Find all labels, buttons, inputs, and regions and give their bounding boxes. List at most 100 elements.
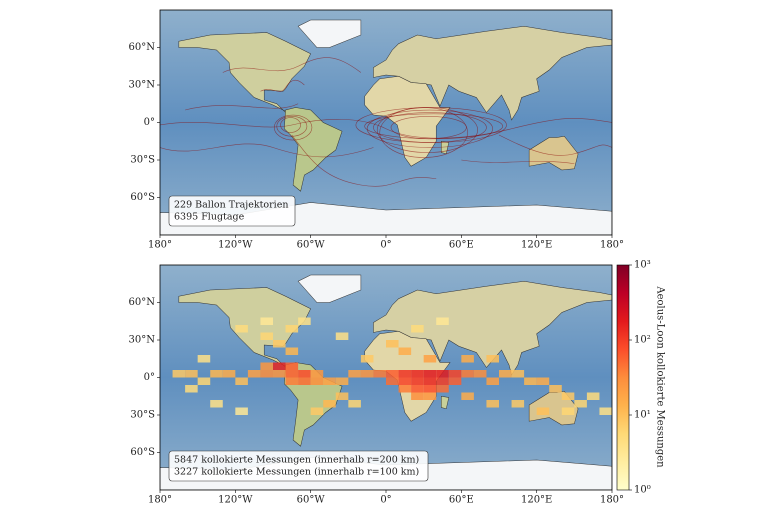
- heatmap-cell: [448, 370, 462, 378]
- x-tick-label: 0°: [380, 495, 391, 506]
- heatmap-cell: [235, 377, 248, 385]
- colorbar-scale: [616, 264, 630, 491]
- x-tick-label: 120°W: [218, 240, 253, 251]
- y-tick-label: 60°N: [129, 297, 156, 308]
- heatmap-cell: [172, 370, 186, 378]
- heatmap-cell: [310, 407, 324, 415]
- colorbar-tick-label: 10¹: [634, 410, 651, 421]
- x-tick-label: 60°E: [449, 240, 474, 251]
- heatmap-cell: [461, 355, 474, 363]
- heatmap-cell: [549, 385, 562, 393]
- land: [159, 19, 613, 235]
- x-tick-label: 0°: [380, 240, 391, 251]
- colorbar-tick-label: 10³: [634, 260, 651, 271]
- y-tick-label: 30°S: [130, 410, 155, 421]
- heatmap-cell: [247, 370, 261, 378]
- heatmap-cell: [423, 377, 437, 385]
- x-tick-label: 60°W: [297, 495, 326, 506]
- heatmap-cell: [499, 370, 512, 378]
- heatmap-cell: [235, 325, 248, 333]
- x-tick-label: 120°E: [521, 495, 552, 506]
- heatmap-cell: [436, 377, 449, 385]
- heatmap-cell: [335, 392, 349, 400]
- heatmap-cell: [310, 377, 324, 385]
- heatmap-cell: [511, 400, 525, 408]
- heatmap-cell: [486, 377, 499, 385]
- trajectory-map: 229 Ballon Trajektorien 6395 Flugtage: [159, 9, 613, 236]
- heatmap-cell: [210, 400, 223, 408]
- heatmap-cell: [348, 370, 361, 378]
- heatmap-cell: [436, 370, 449, 378]
- heatmap-cell: [398, 370, 412, 378]
- y-tick-label: 60°N: [129, 42, 156, 53]
- annotation: 3227 kollokierte Messungen (innerhalb r=…: [174, 467, 419, 478]
- heatmap-cell: [323, 400, 336, 408]
- heatmap-cell: [222, 370, 236, 378]
- y-tick-label: 30°S: [130, 155, 155, 166]
- heatmap-cell: [185, 370, 198, 378]
- heatmap-cell: [285, 347, 299, 355]
- heatmap-cell: [260, 362, 273, 370]
- heatmap-cell: [599, 407, 612, 415]
- heatmap-cell: [323, 377, 336, 385]
- heatmap-cell: [511, 370, 525, 378]
- x-tick-label: 120°E: [521, 240, 552, 251]
- heatmap-cell: [461, 392, 474, 400]
- x-tick-label: 180°: [148, 240, 172, 251]
- colorbar-label: Aeolus-Loon kollokierte Messungen: [655, 285, 666, 468]
- y-tick-label: 60°S: [130, 192, 155, 203]
- y-tick-label: 30°N: [129, 335, 156, 346]
- heatmap-cell: [411, 325, 424, 333]
- heatmap: [172, 317, 612, 415]
- colorbar: Aeolus-Loon kollokierte Messungen: [616, 264, 666, 491]
- x-tick-label: 180°: [148, 495, 172, 506]
- heatmap-cell: [335, 332, 349, 340]
- heatmap-cell: [398, 385, 412, 393]
- heatmap-cell: [285, 325, 299, 333]
- y-tick-label: 30°N: [129, 80, 156, 91]
- heatmap-cell: [360, 355, 374, 363]
- heatmap-cell: [561, 407, 575, 415]
- heatmap-cell: [386, 340, 399, 348]
- heatmap-cell: [486, 355, 499, 363]
- heatmap-cell: [298, 370, 311, 378]
- colorbar-tick-label: 10⁰: [634, 485, 651, 496]
- heatmap-cell: [235, 407, 248, 415]
- colorbar-tick-label: 10²: [634, 335, 651, 346]
- heatmap-cell: [360, 370, 374, 378]
- heatmap-cell: [436, 317, 449, 325]
- heatmap-cell: [185, 385, 198, 393]
- heatmap-cell: [473, 370, 487, 378]
- annotation-box: [168, 450, 429, 482]
- heatmap-cell: [273, 340, 286, 348]
- heatmap-cell: [273, 370, 286, 378]
- heatmap-cell: [574, 400, 587, 408]
- heatmap-cell: [210, 370, 223, 378]
- heatmap-cell: [561, 392, 575, 400]
- heatmap-cell: [298, 317, 311, 325]
- heatmap-cell: [536, 377, 550, 385]
- x-tick-label: 180°: [600, 240, 624, 251]
- heatmap-cell: [411, 392, 424, 400]
- heatmap-cell: [398, 347, 412, 355]
- x-tick-label: 60°E: [449, 495, 474, 506]
- annotation-box: [168, 195, 296, 227]
- y-tick-label: 0°: [144, 372, 155, 383]
- heatmap-cell: [348, 400, 361, 408]
- heatmap-cell: [486, 400, 499, 408]
- heatmap-cell: [273, 362, 286, 370]
- heatmap-cell: [461, 370, 474, 378]
- heatmap-cell: [398, 377, 412, 385]
- heatmap-cell: [448, 377, 462, 385]
- heatmap-cell: [536, 407, 550, 415]
- heatmap-cell: [423, 392, 437, 400]
- heatmap-cell: [411, 370, 424, 378]
- heatmap-cell: [310, 370, 324, 378]
- collocation-map: 5847 kollokierte Messungen (innerhalb r=…: [159, 264, 613, 491]
- heatmap-cell: [298, 377, 311, 385]
- heatmap-cell: [524, 377, 537, 385]
- heatmap-cell: [197, 355, 211, 363]
- heatmap-cell: [285, 362, 299, 370]
- heatmap-cell: [335, 377, 349, 385]
